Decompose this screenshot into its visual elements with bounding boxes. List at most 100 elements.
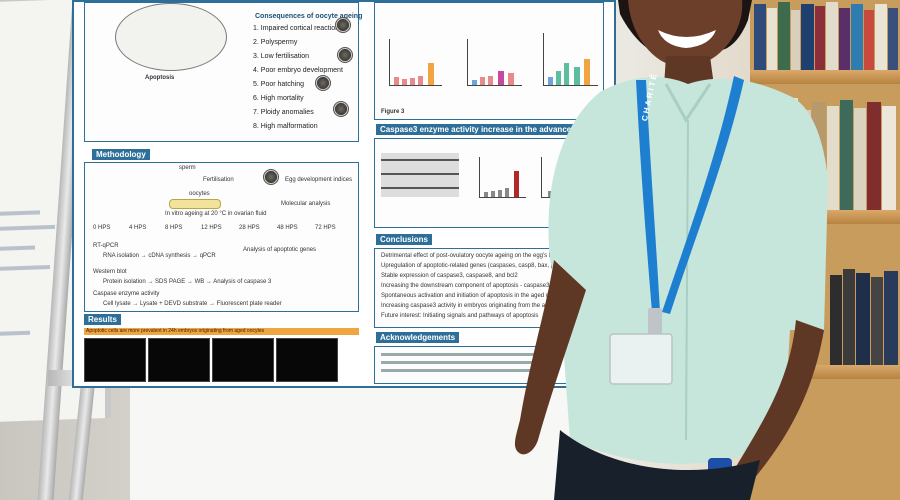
embryo-image (335, 17, 351, 33)
conclusion-item: Upregulation of apoptotic-related genes … (381, 263, 675, 269)
chart-bar (480, 77, 485, 85)
book (867, 102, 881, 210)
book (882, 106, 896, 210)
chart-bar (505, 188, 509, 197)
shirt-placket (685, 119, 689, 441)
book (871, 277, 883, 365)
conclusions-title: Conclusions (376, 234, 433, 245)
consequence-item: 6. High mortality (253, 95, 304, 102)
consequence-item: 5. Poor hatching (253, 81, 304, 88)
book (801, 4, 814, 70)
lanyard-strap (662, 76, 744, 314)
book (754, 4, 766, 70)
bar-chart-p53 (467, 39, 522, 86)
consequences-section: Apoptosis Consequences of oocyte ageing … (84, 2, 362, 142)
chart-bar (394, 77, 399, 85)
hps-label: 0 HPS (93, 225, 111, 231)
book (826, 2, 838, 70)
chart-bar (498, 71, 504, 85)
consequence-item: 3. Low fertilisation (253, 53, 310, 60)
book (791, 10, 800, 70)
panel-text-line (0, 245, 35, 251)
gene-expression-charts: Figure 3 (374, 2, 604, 120)
name-badge (609, 333, 673, 385)
hps-label: 28 HPS (239, 225, 260, 231)
book (815, 6, 825, 70)
chart-bar (484, 192, 488, 197)
book (884, 271, 898, 365)
chart-bar (556, 71, 561, 85)
book (839, 8, 850, 70)
smile (658, 30, 716, 48)
lanyard-clip (648, 308, 662, 334)
figure-label: Figure 3 (381, 109, 405, 115)
consequence-item: 1. Impaired cortical reaction (253, 25, 339, 32)
bar-chart-bax (543, 33, 598, 86)
chart-bar (488, 76, 493, 85)
book (856, 273, 870, 365)
book (864, 10, 874, 70)
western-blot-image (381, 153, 459, 197)
molecular-label: Molecular analysis (281, 201, 331, 207)
hps-label: 8 HPS (165, 225, 183, 231)
chart-bar (498, 190, 502, 197)
shelf-board (750, 70, 900, 84)
rt-qpcr-label: RT-qPCR (93, 243, 119, 249)
fertilisation-label: Fertilisation (203, 177, 234, 183)
book (888, 8, 898, 70)
left-arm (514, 260, 586, 455)
chart-bar (418, 76, 423, 85)
consequence-item: 4. Poor embryo development (253, 67, 343, 74)
caspase-activity-label: Caspase enzyme activity (93, 291, 160, 297)
consequence-item: 8. High malformation (253, 123, 318, 130)
panel-text-line (0, 224, 55, 231)
results-subtitle-band (84, 328, 359, 335)
hps-label: 4 HPS (129, 225, 147, 231)
panel-text-line (0, 265, 50, 271)
results-subtitle: Apoptotic cells are more prevalent in 24… (86, 328, 265, 334)
lysate-steps: Cell lysate → Lysate + DEVD substrate → … (103, 301, 282, 307)
book (778, 2, 790, 70)
ack-text-line (381, 369, 531, 372)
book (827, 106, 839, 210)
embryo-image (337, 47, 353, 63)
ack-text-line (381, 353, 581, 356)
book (854, 108, 866, 210)
methodology-section: sperm Fertilisation Egg development indi… (84, 162, 359, 312)
ack-text-line (381, 361, 561, 364)
panel-text-line (0, 210, 40, 216)
lanyard-strap (636, 80, 660, 312)
book (767, 8, 777, 70)
microscopy-image (276, 338, 338, 382)
western-blot-label: Western blot (93, 269, 127, 275)
in-vitro-label: In vitro ageing at 20 °C in ovarian flui… (165, 211, 267, 217)
embryo-image (315, 75, 331, 91)
apoptotic-genes-label: Analysis of apoptotic genes (243, 247, 317, 253)
neck (664, 56, 714, 86)
chart-bar (428, 63, 434, 85)
chart-bar (402, 79, 407, 85)
apoptosis-label: Apoptosis (145, 75, 175, 81)
panel-text-line (0, 330, 30, 336)
microscopy-image (212, 338, 274, 382)
rna-steps: RNA isolation → cDNA synthesis → qPCR (103, 253, 216, 259)
book-row (750, 0, 900, 70)
caspase-activity-chart (479, 157, 526, 198)
egg-image (263, 169, 279, 185)
conclusion-item: Spontaneous activation and initiation of… (381, 293, 567, 299)
chart-bar (410, 78, 415, 85)
book (851, 4, 863, 70)
acknowledgements-title: Acknowledgements (376, 332, 460, 343)
trousers (554, 430, 760, 500)
face (628, 0, 743, 67)
conclusion-item: Stable expression of caspase3, caspase8,… (381, 273, 518, 279)
consequence-item: 2. Polyspermy (253, 39, 298, 46)
bar-chart-casp (389, 39, 442, 86)
book (840, 100, 853, 210)
chart-bar (574, 67, 580, 85)
chart-bar (564, 63, 569, 85)
hps-label: 48 HPS (277, 225, 298, 231)
results-title: Results (84, 314, 121, 325)
hps-label: 12 HPS (201, 225, 222, 231)
